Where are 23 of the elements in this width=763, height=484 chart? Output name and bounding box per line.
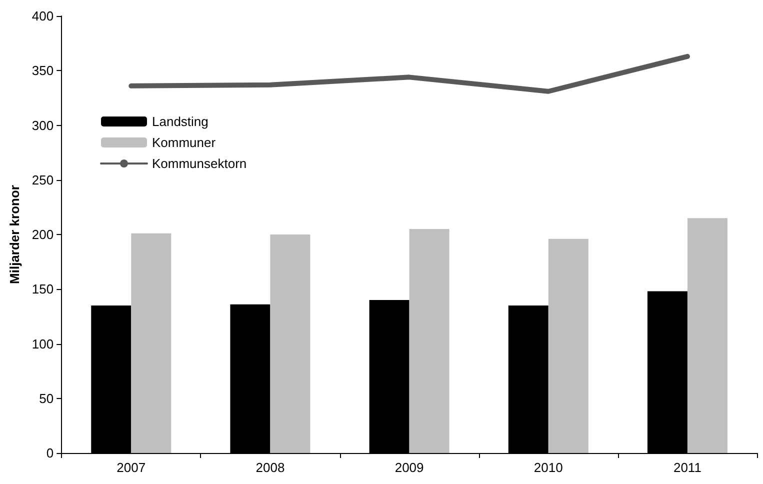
bar	[270, 234, 310, 453]
y-tick-label: 350	[32, 63, 54, 78]
x-tick-label: 2011	[673, 460, 702, 475]
x-tick-label: 2008	[256, 460, 285, 475]
legend-label: Kommunsektorn	[152, 156, 247, 171]
y-tick-label: 300	[32, 118, 54, 133]
bar	[687, 218, 728, 453]
x-tick-label: 2009	[394, 460, 424, 475]
y-tick-label: 50	[39, 390, 54, 406]
y-tick-label: 200	[32, 227, 54, 242]
y-tick-label: 250	[32, 172, 54, 188]
x-tick-label: 2007	[116, 460, 146, 475]
y-axis-title: Miljarder kronor	[7, 185, 22, 284]
bar	[131, 233, 172, 453]
x-tick-label: 2010	[534, 460, 563, 475]
legend-label: Kommuner	[152, 135, 216, 150]
y-tick-label: 100	[32, 336, 54, 352]
y-tick-label: 150	[32, 282, 54, 297]
y-tick-label: 400	[32, 8, 54, 24]
bar	[409, 229, 450, 453]
y-tick-label: 0	[46, 446, 54, 460]
legend-label: Landsting	[152, 114, 208, 129]
bar	[548, 238, 588, 453]
